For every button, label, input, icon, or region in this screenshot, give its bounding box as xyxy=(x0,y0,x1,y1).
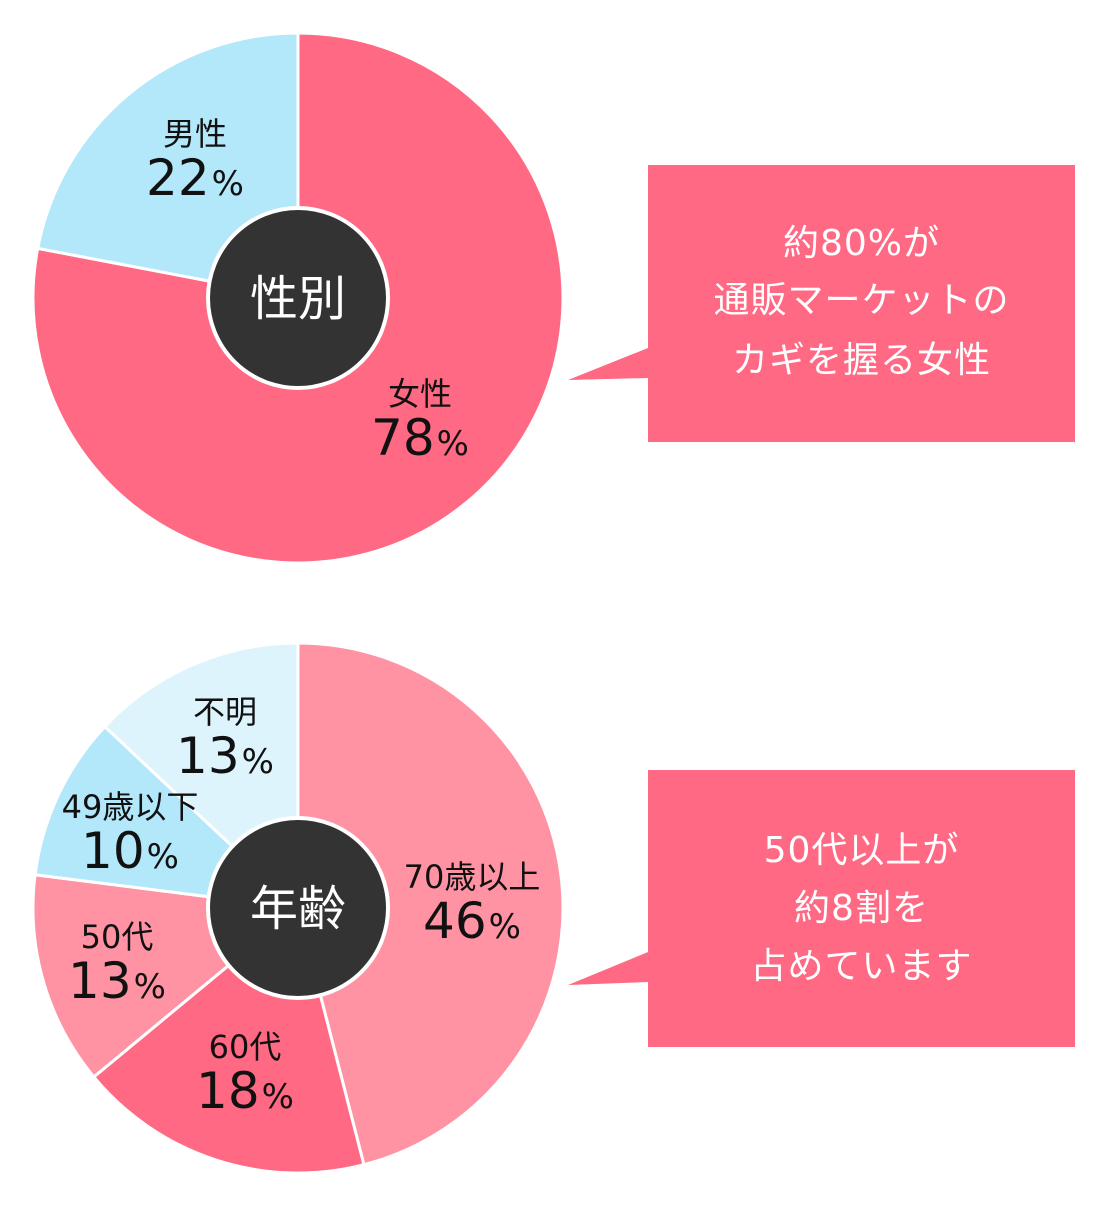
slice-label-age-50s: 50代 xyxy=(81,918,154,956)
slice-value-age-49-under: 10% xyxy=(81,822,179,880)
slice-label-female: 女性 xyxy=(388,375,452,413)
callout-line-1: 約80%が xyxy=(783,223,940,264)
callout-line-3: カギを握る女性 xyxy=(732,340,991,381)
pie-slice-age-70-plus xyxy=(296,641,565,1167)
age-chart: 年齢70歳以上46%60代18%50代13%49歳以下10%不明13%50代以上… xyxy=(31,641,1075,1175)
slice-value-age-60s: 18% xyxy=(196,1062,294,1120)
chart-title: 性別 xyxy=(250,271,346,327)
slice-value-male: 22% xyxy=(146,149,244,207)
callout-box xyxy=(648,165,1075,442)
slice-value-age-50s: 13% xyxy=(68,952,166,1010)
slice-label-unknown: 不明 xyxy=(193,693,257,731)
center-circle xyxy=(206,206,390,390)
callout-pointer xyxy=(568,348,648,380)
slice-value-female: 78% xyxy=(371,409,469,467)
center-circle xyxy=(206,816,390,1000)
chart-title: 年齢 xyxy=(250,881,346,937)
callout-line-3: 占めています xyxy=(750,946,972,987)
slice-value-unknown: 13% xyxy=(176,727,274,785)
slice-value-age-70-plus: 46% xyxy=(423,892,521,950)
pie-slice-male xyxy=(35,31,300,300)
callout-line-2: 約8割を xyxy=(794,888,929,929)
slice-label-age-60s: 60代 xyxy=(209,1028,282,1066)
slice-label-age-49-under: 49歳以下 xyxy=(62,788,199,826)
callout-line-1: 50代以上が xyxy=(764,830,960,871)
slice-label-age-70-plus: 70歳以上 xyxy=(404,858,541,896)
callout-line-2: 通販マーケットの xyxy=(713,280,1009,321)
callout-pointer xyxy=(568,952,648,985)
slice-label-male: 男性 xyxy=(163,115,227,153)
callout-box xyxy=(648,770,1075,1047)
